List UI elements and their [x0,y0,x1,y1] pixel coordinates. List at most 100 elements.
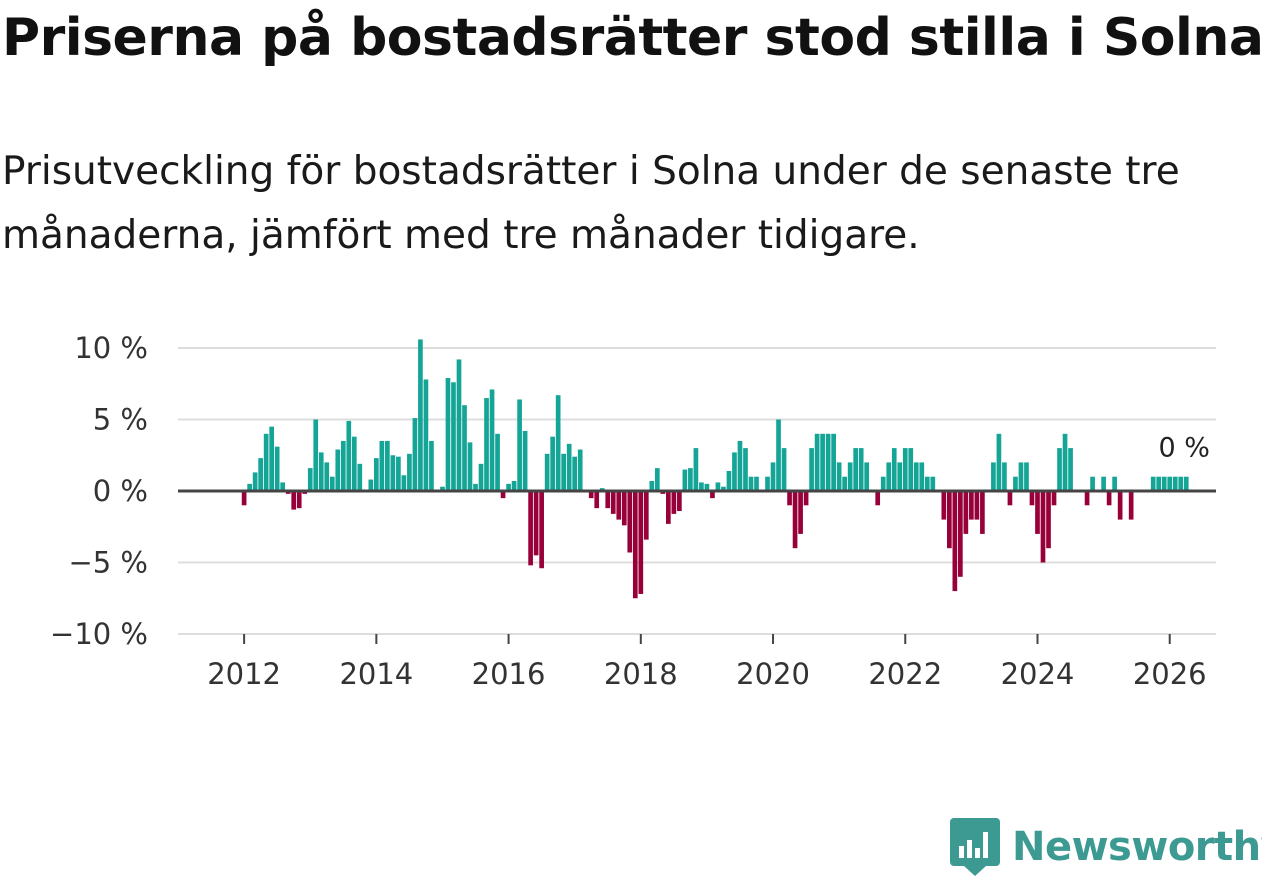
bar [715,482,721,491]
bar [379,440,385,491]
bar [765,476,770,491]
last-value-label: 0 % [1159,433,1210,464]
x-tick-label: 2016 [472,657,546,691]
bar [748,476,754,491]
y-axis: 10 % 5 % 0 % −5 % −10 % [50,331,148,651]
bar [588,491,594,499]
bar [825,433,831,491]
bar [555,395,561,491]
bar [836,462,842,491]
bar [947,491,952,549]
brand-logo[interactable]: Newsworthy [950,818,1262,876]
bar [792,491,798,549]
bar [754,476,759,491]
bar [511,480,517,491]
bar [842,476,847,491]
y-tick-label: 5 % [93,403,148,437]
y-tick-label: 0 % [93,474,148,508]
bar [462,405,467,491]
bar [858,448,864,491]
bar [853,448,859,491]
bar [1167,476,1173,491]
bar [1161,476,1167,491]
bar [544,453,550,491]
bar [654,468,660,491]
bar [1002,462,1007,491]
bar [478,463,484,491]
bar [952,491,958,592]
bar [919,462,925,491]
bar [1035,491,1040,534]
bar [787,491,792,506]
bar [1007,491,1013,506]
bar [445,378,451,491]
bar [467,442,473,491]
bar [484,398,489,491]
bar [1128,491,1134,520]
bar [252,472,258,491]
bar [1178,476,1184,491]
bar [577,449,583,491]
bar [958,491,963,577]
bar [831,433,836,491]
bar [500,491,506,499]
bar [329,476,335,491]
bar [396,456,401,491]
bar [533,491,539,556]
bar [737,440,743,491]
bar [963,491,969,534]
brand-name: Newsworthy [1012,824,1262,870]
bar [258,458,263,491]
bar [1040,491,1046,563]
bar [781,448,787,491]
bar [412,418,418,491]
bar [550,436,555,491]
bar [699,482,704,491]
bar [385,440,390,491]
newsworthy-logo-icon [950,818,1000,876]
y-tick-label: −10 % [50,617,148,651]
bar [682,469,688,491]
bar [423,379,429,491]
bar [649,480,655,491]
bar [847,462,853,491]
chart-title: Priserna på bostadsrätter stod stilla i … [2,8,1262,68]
bar [1090,476,1095,491]
bar [528,491,533,566]
x-tick-label: 2022 [868,657,942,691]
bar [269,426,274,491]
bar [335,449,341,491]
bar [616,491,622,520]
bar [941,491,947,520]
bar-chart: 10 % 5 % 0 % −5 % −10 % 2012 2014 2016 2018 2020… [50,331,1216,691]
bar [473,483,478,491]
bar [241,491,247,506]
bar [1112,476,1117,491]
bar [721,486,726,491]
bar [313,419,319,491]
bar [677,491,682,512]
bar [930,476,936,491]
bar [924,476,930,491]
bar [1101,476,1106,491]
bar [632,491,638,599]
bar [440,486,445,491]
bar [1068,448,1073,491]
bar [539,491,544,569]
bar [1183,476,1189,491]
x-tick-label: 2012 [207,657,281,691]
bar [522,430,528,491]
bar [974,491,980,520]
bar [693,448,699,491]
bar [1084,491,1090,506]
bar-series [241,339,1189,599]
x-tick-label: 2018 [604,657,678,691]
bar [340,440,346,491]
bar [704,483,710,491]
bar [1046,491,1051,549]
bar [296,491,302,509]
bar [814,433,820,491]
bar [280,482,286,491]
bar [710,491,715,499]
gridlines [178,347,1216,635]
